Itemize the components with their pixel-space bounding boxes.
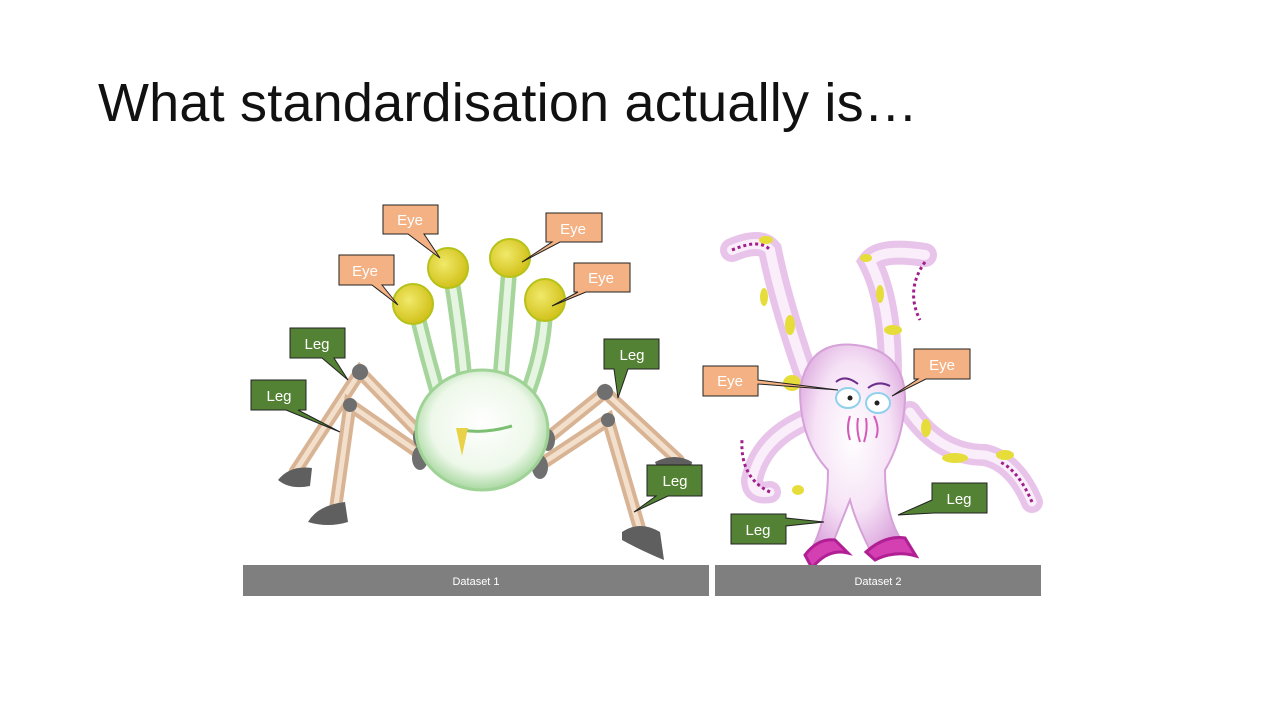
dataset-2-caption-text: Dataset 2 [854,576,901,588]
octopus-feet [803,536,920,571]
eye-label-text: Eye [352,263,378,280]
dataset-1-caption: Dataset 1 [243,565,709,596]
spider-fang [456,428,468,456]
leg-label: Leg [897,482,988,516]
eye-label-text: Eye [929,357,955,374]
eye-label-text: Eye [397,212,423,229]
eye-label: Eye [702,365,839,397]
leg-label-text: Leg [745,522,770,539]
eye-label: Eye [521,212,603,263]
leg-label: Leg [730,513,825,545]
leg-label: Leg [250,379,341,433]
dataset-2-caption: Dataset 2 [715,565,1041,596]
leg-label-text: Leg [619,347,644,364]
spider-creature [278,238,692,560]
leg-label-text: Leg [662,473,687,490]
octopus-creature [720,232,1043,571]
spider-eyes [392,238,566,325]
slide-title: What standardisation actually is… [98,73,918,133]
dataset-1-caption-text: Dataset 1 [452,576,499,588]
octopus-face [835,377,891,443]
leg-label-text: Leg [304,336,329,353]
eye-label-text: Eye [560,221,586,238]
eye-label-text: Eye [717,373,743,390]
eye-label: Eye [338,254,399,306]
eye-label: Eye [551,262,631,307]
leg-label-text: Leg [266,388,291,405]
eye-label: Eye [891,348,971,397]
leg-label: Leg [633,464,703,513]
leg-label: Leg [603,338,660,399]
eye-label-text: Eye [588,270,614,287]
eye-label: Eye [382,204,441,259]
octopus-suckers [731,242,1034,503]
octopus-spots [759,236,1014,495]
leg-label: Leg [289,327,349,381]
leg-label-text: Leg [946,491,971,508]
